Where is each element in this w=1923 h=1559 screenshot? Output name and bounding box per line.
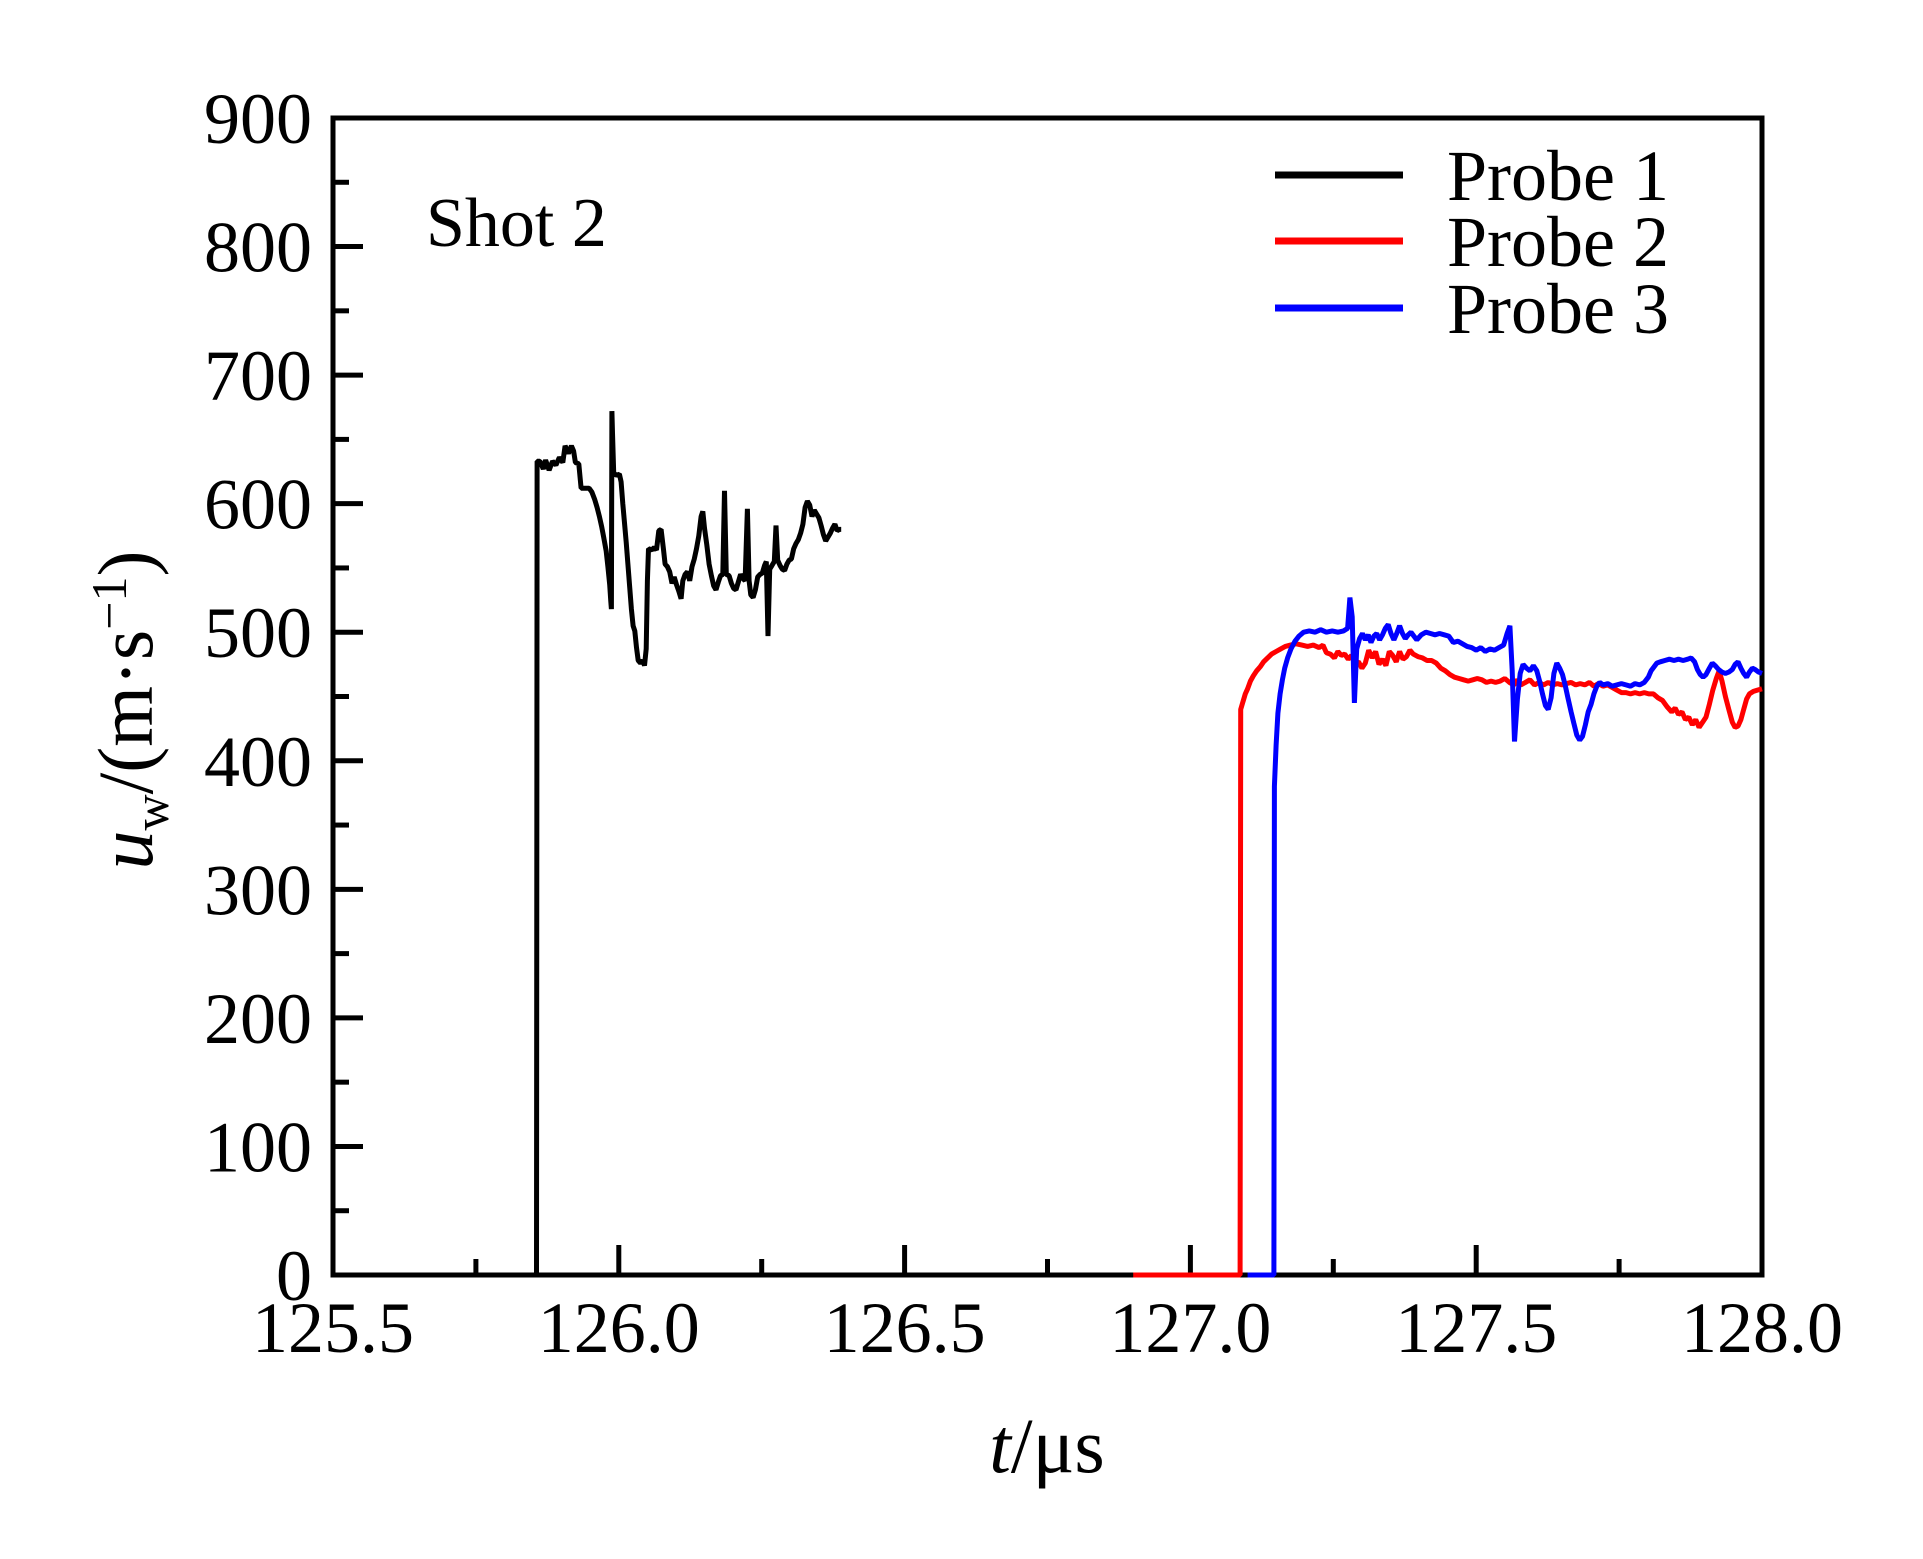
shot-annotation: Shot 2 — [426, 185, 607, 262]
y-tick-label: 500 — [204, 593, 312, 673]
y-tick-label: 900 — [204, 79, 312, 159]
data-series — [447, 411, 1763, 1278]
y-tick-label: 600 — [204, 465, 312, 545]
probe-3-line — [1247, 597, 1763, 1278]
legend-label: Probe 3 — [1447, 269, 1669, 349]
y-axis-title-close-paren: ) — [82, 551, 169, 577]
x-axis-title: t/μs — [989, 1402, 1105, 1489]
y-tick-label: 800 — [204, 208, 312, 288]
x-axis-title-variable: t — [989, 1402, 1013, 1489]
y-tick-labels: 0 100 200 300 400 500 600 700 800 900 — [204, 79, 312, 1316]
y-tick-label: 400 — [204, 722, 312, 802]
x-tick-label: 127.5 — [1395, 1288, 1557, 1368]
x-tick-labels: 125.5 126.0 126.5 127.0 127.5 128.0 — [252, 1288, 1843, 1368]
x-tick-label: 125.5 — [252, 1288, 414, 1368]
y-axis-title: uw/(m·s−1) — [81, 551, 179, 870]
y-axis-title-subscript: w — [123, 794, 179, 830]
x-tick-label: 128.0 — [1681, 1288, 1843, 1368]
probe-1-line — [447, 411, 842, 1278]
axis-ticks — [330, 115, 1765, 1278]
x-axis-title-units: /μs — [1011, 1402, 1105, 1489]
x-tick-label: 126.5 — [824, 1288, 986, 1368]
y-tick-label: 0 — [276, 1236, 312, 1316]
legend-label: Probe 2 — [1447, 202, 1669, 282]
probe-2-line — [1133, 641, 1763, 1278]
y-axis-title-units: /(m·s — [82, 630, 169, 795]
x-tick-label: 126.0 — [538, 1288, 700, 1368]
y-axis-title-superscript: −1 — [81, 577, 137, 630]
y-tick-label: 200 — [204, 979, 312, 1059]
legend-label: Probe 1 — [1447, 136, 1669, 216]
y-tick-label: 300 — [204, 850, 312, 930]
y-tick-label: 100 — [204, 1107, 312, 1187]
y-axis-title-variable: u — [82, 830, 169, 869]
x-tick-label: 127.0 — [1109, 1288, 1271, 1368]
y-tick-label: 700 — [204, 336, 312, 416]
